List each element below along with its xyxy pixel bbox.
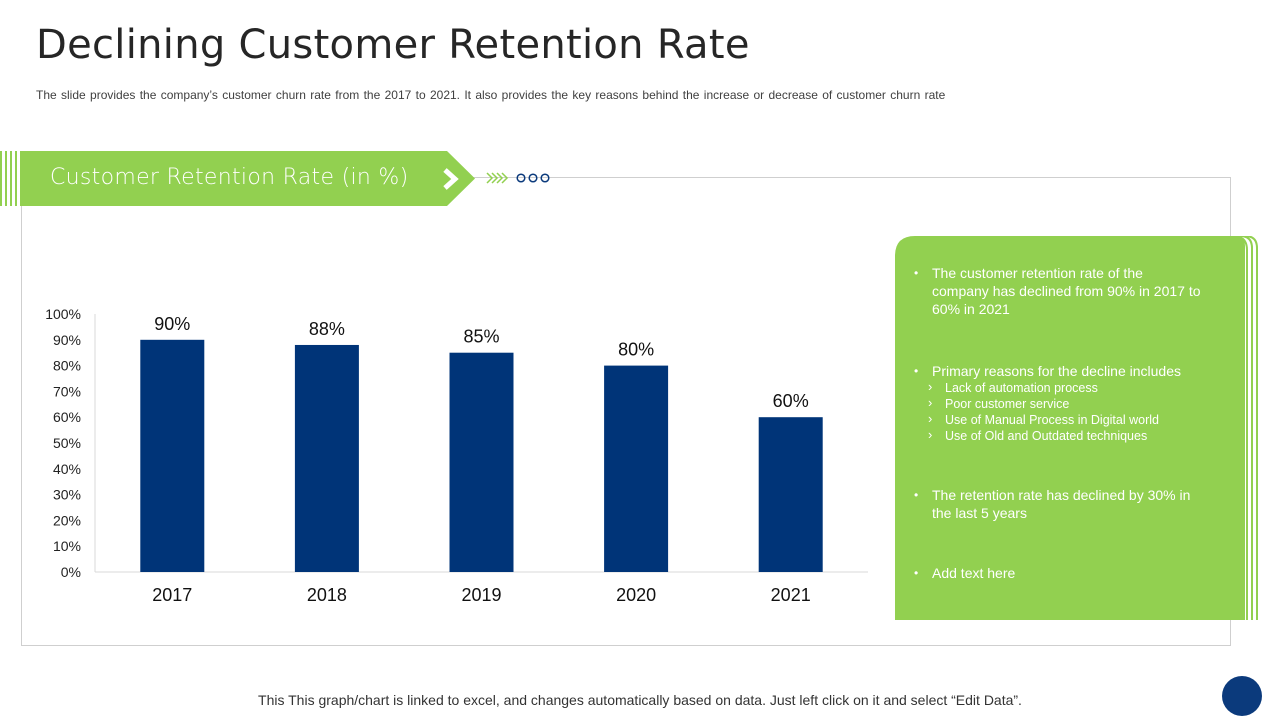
y-tick-label: 50% bbox=[53, 435, 81, 451]
reason-item: Poor customer service bbox=[913, 395, 1203, 412]
reason-item: Lack of automation process bbox=[913, 379, 1203, 396]
insight-placeholder[interactable]: Add text here bbox=[913, 564, 1203, 582]
bar-2019 bbox=[449, 352, 514, 572]
panel-content: The customer retention rate of the compa… bbox=[913, 264, 1203, 582]
footer-note: This This graph/chart is linked to excel… bbox=[258, 692, 1022, 708]
banner-shape bbox=[0, 151, 475, 206]
insights-panel: The customer retention rate of the compa… bbox=[895, 236, 1258, 620]
x-tick-label: 2019 bbox=[461, 585, 501, 605]
data-label: 88% bbox=[309, 319, 345, 339]
y-tick-label: 20% bbox=[53, 512, 81, 528]
bar-2021 bbox=[758, 417, 823, 572]
data-label: 80% bbox=[618, 340, 654, 360]
data-label: 90% bbox=[154, 314, 190, 334]
y-tick-label: 10% bbox=[53, 538, 81, 554]
y-tick-label: 30% bbox=[53, 487, 81, 503]
y-tick-label: 60% bbox=[53, 409, 81, 425]
x-tick-label: 2017 bbox=[152, 585, 192, 605]
y-tick-label: 100% bbox=[45, 306, 81, 322]
y-tick-label: 70% bbox=[53, 383, 81, 399]
y-tick-label: 90% bbox=[53, 332, 81, 348]
insight-reasons: Primary reasons for the decline includes bbox=[913, 362, 1203, 380]
reason-item: Use of Manual Process in Digital world bbox=[913, 411, 1203, 428]
reasons-list: Lack of automation process Poor customer… bbox=[913, 379, 1203, 444]
insight-five-year: The retention rate has declined by 30% i… bbox=[913, 486, 1203, 522]
slide-title: Declining Customer Retention Rate bbox=[36, 22, 750, 68]
insight-decline: The customer retention rate of the compa… bbox=[913, 264, 1203, 318]
bar-2020 bbox=[604, 365, 669, 572]
data-label: 60% bbox=[773, 391, 809, 411]
data-label: 85% bbox=[463, 327, 499, 347]
x-tick-label: 2018 bbox=[307, 585, 347, 605]
x-tick-label: 2021 bbox=[771, 585, 811, 605]
slide-subtitle: The slide provides the company’s custome… bbox=[36, 88, 946, 102]
section-banner: Customer Retention Rate (in %) bbox=[0, 151, 475, 206]
bar-2017 bbox=[140, 339, 205, 572]
decorative-arrows-dots bbox=[486, 172, 550, 184]
banner-title: Customer Retention Rate (in %) bbox=[50, 165, 409, 190]
reason-item: Use of Old and Outdated techniques bbox=[913, 427, 1203, 444]
y-tick-label: 80% bbox=[53, 358, 81, 374]
y-tick-label: 0% bbox=[61, 564, 81, 580]
retention-bar-chart: 0% 10% 20% 30% 40% 50% 60% 70% 80% 90% 100% 90% 88%… bbox=[45, 306, 868, 605]
y-tick-label: 40% bbox=[53, 461, 81, 477]
navigation-dot[interactable] bbox=[1222, 676, 1262, 716]
chevron-right-icon bbox=[443, 168, 459, 190]
x-tick-label: 2020 bbox=[616, 585, 656, 605]
bar-2018 bbox=[294, 344, 359, 572]
